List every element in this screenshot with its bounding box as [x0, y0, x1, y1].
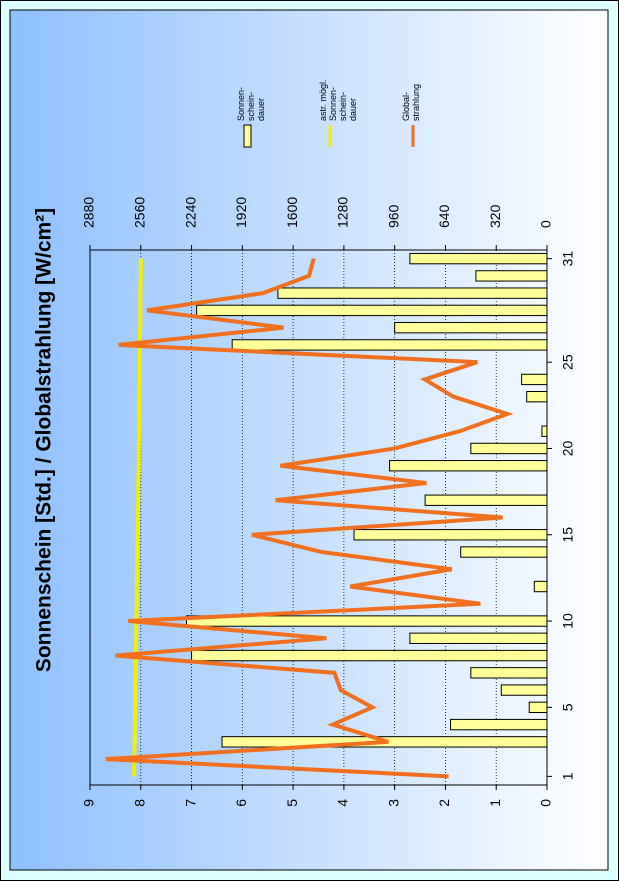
y-tick-label: 2: [436, 799, 452, 807]
bar: [470, 667, 548, 679]
x-tick-label: 5: [560, 703, 576, 711]
bar: [389, 460, 548, 472]
bar: [526, 391, 548, 403]
bar: [409, 252, 548, 265]
bar: [541, 425, 548, 437]
bar: [460, 546, 548, 558]
legend-label: Global-strahlung: [401, 84, 421, 121]
plot-frame: [89, 249, 548, 786]
x-tick-label: 15: [560, 527, 576, 543]
y2-tick-label: 1920: [233, 197, 249, 228]
y-tick-label: 8: [131, 799, 147, 807]
bar: [450, 718, 548, 731]
y2-tick-label: 0: [538, 220, 554, 228]
y2-tick-label: 2560: [131, 197, 147, 228]
legend-swatch: [243, 124, 252, 148]
x-tick-label: 1: [560, 772, 576, 780]
bar: [409, 632, 548, 644]
bar: [231, 339, 548, 351]
y-tick-label: 1: [487, 799, 503, 807]
y2-tick-label: 1600: [284, 197, 300, 228]
bar: [528, 701, 548, 714]
x-tick-label: 31: [560, 251, 576, 267]
bar: [196, 304, 548, 317]
chart-title: Sonnenschein [Std.] / Globalstrahlung [W…: [33, 208, 56, 672]
y2-tick-label: 1280: [335, 197, 351, 228]
y-tick-label: 6: [233, 799, 249, 807]
bar: [353, 529, 548, 541]
bar: [533, 580, 548, 593]
y2-tick-label: 640: [436, 204, 452, 228]
legend-label: astr. mögl.Sonnen-schein-dauer: [318, 79, 358, 121]
y-tick-label: 9: [81, 799, 97, 807]
x-tick-label: 25: [560, 354, 576, 370]
legend-label: Sonnen-schein-dauer: [236, 87, 266, 121]
rotated-chart: Sonnenschein [Std.] / Globalstrahlung [W…: [33, 79, 576, 806]
y2-tick-label: 320: [487, 204, 503, 228]
y-tick-label: 3: [385, 799, 401, 807]
y-tick-label: 0: [538, 799, 554, 807]
y-tick-label: 7: [182, 799, 198, 807]
bar: [277, 287, 548, 299]
bar: [191, 649, 548, 662]
y2-tick-label: 2880: [81, 197, 97, 228]
bar: [394, 321, 548, 334]
y2-tick-label: 960: [385, 204, 401, 228]
y2-tick-label: 2240: [182, 197, 198, 228]
bar: [475, 270, 548, 282]
bar: [521, 373, 548, 386]
bar: [424, 494, 548, 506]
line: [105, 258, 514, 779]
bar: [470, 442, 548, 455]
bar: [500, 684, 548, 696]
x-tick-label: 20: [560, 440, 576, 456]
x-tick-label: 10: [560, 613, 576, 629]
y-tick-label: 4: [335, 799, 351, 807]
y-tick-label: 5: [284, 799, 300, 807]
bar: [185, 615, 548, 627]
